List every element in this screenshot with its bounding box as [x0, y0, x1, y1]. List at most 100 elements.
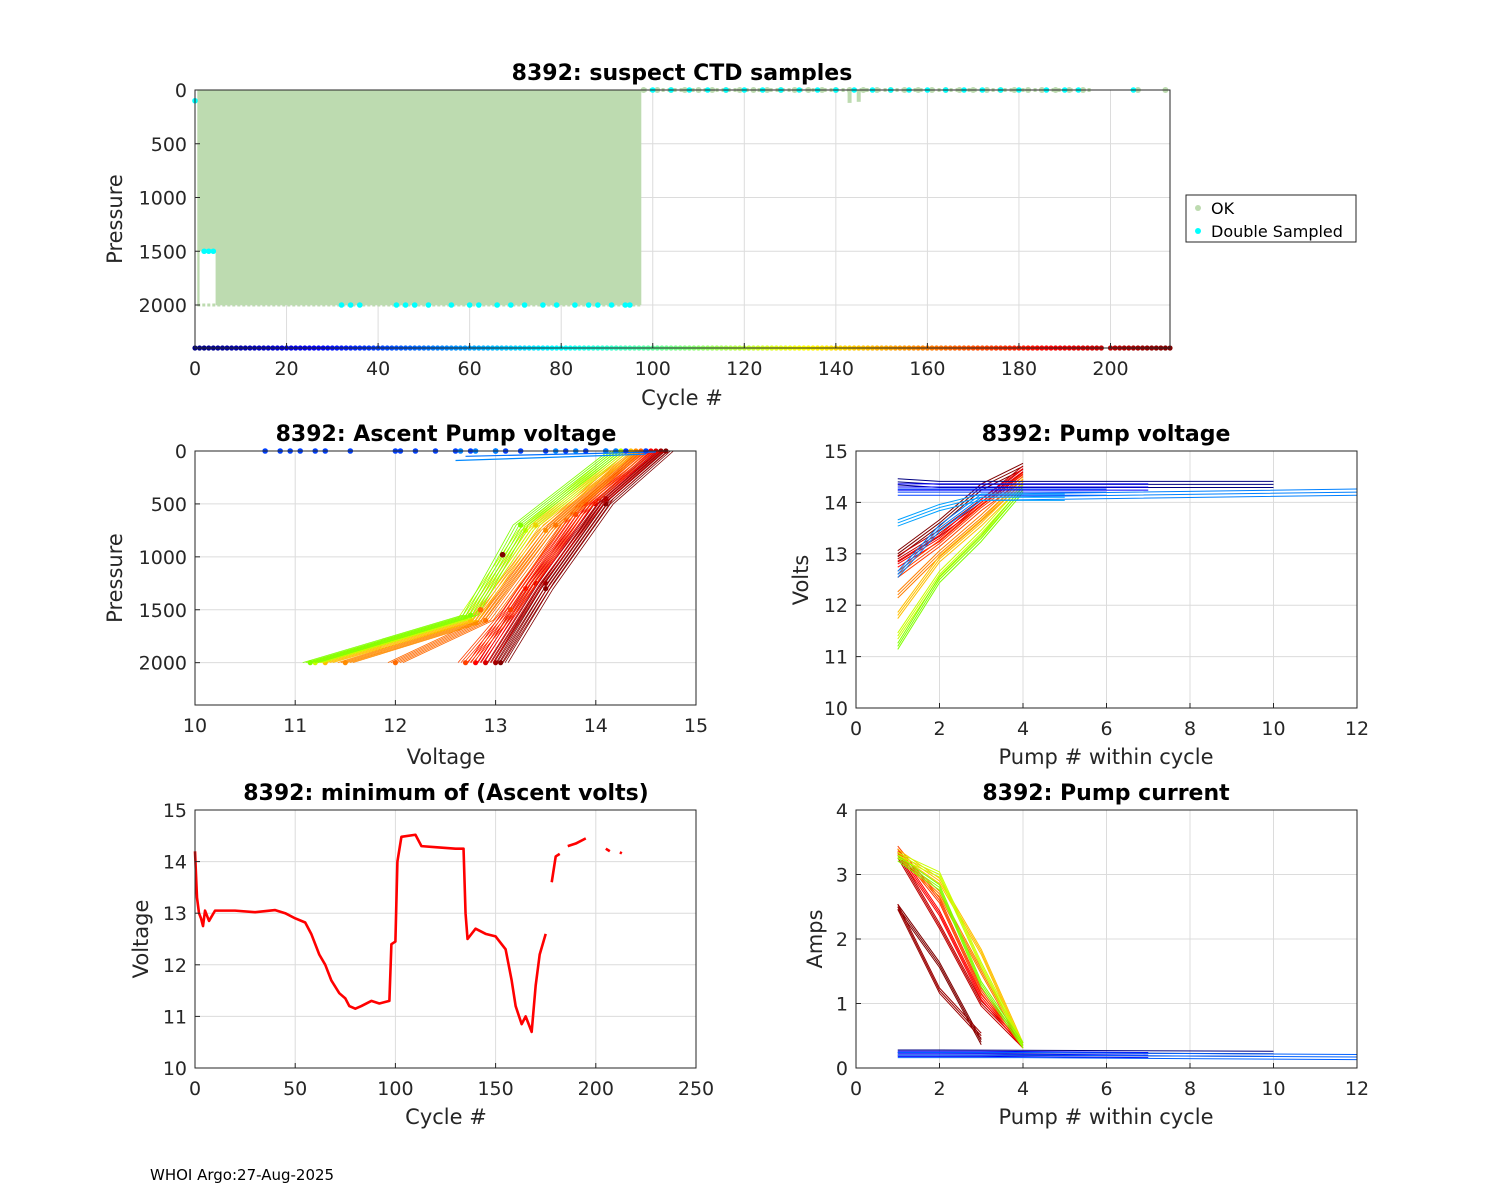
ascent-ylabel: Pressure [103, 533, 127, 623]
double-sampled-point [411, 302, 418, 308]
ascent-profile-point [518, 522, 524, 528]
legend-marker-double [1195, 228, 1201, 234]
double-sampled-point [210, 248, 217, 255]
pumpv-series-line [897, 499, 1065, 527]
y-tick-label: 2 [836, 929, 848, 951]
y-tick-label: 1500 [139, 241, 187, 263]
ascent-profile-point [392, 660, 398, 666]
pumpv-series-line [897, 478, 1024, 613]
ascent-profile-line [486, 450, 658, 663]
legend-label-double: Double Sampled [1211, 222, 1343, 241]
y-tick-label: 0 [175, 80, 187, 102]
double-sampled-point [356, 302, 363, 308]
x-tick-label: 2 [933, 1078, 945, 1100]
ctd-title: 8392: suspect CTD samples [512, 61, 853, 86]
pumpv-series-line [897, 491, 1358, 575]
min-volts-line [567, 837, 587, 848]
double-sampled-point [402, 302, 409, 308]
ascent-axes-box [194, 450, 697, 706]
x-tick-label: 150 [477, 1078, 513, 1100]
x-tick-label: 40 [366, 358, 390, 380]
y-tick-label: 1000 [139, 188, 187, 210]
x-tick-label: 6 [1100, 718, 1112, 740]
x-tick-label: 6 [1100, 1078, 1112, 1100]
pumpv-series-line [897, 478, 1274, 482]
pumpv-series-line [897, 488, 1358, 572]
double-sampled-point [347, 302, 354, 308]
pumpc-series-line [897, 906, 982, 1043]
x-tick-label: 160 [909, 358, 945, 380]
x-tick-label: 20 [274, 358, 298, 380]
ascent-profile-point [472, 660, 479, 666]
x-tick-label: 8 [1184, 718, 1196, 740]
ctd-xlabel: Cycle # [641, 386, 723, 410]
pumpc-series-line [897, 1049, 1274, 1052]
double-sampled-point [201, 248, 207, 255]
y-tick-label: 15 [824, 441, 848, 463]
x-tick-label: 100 [635, 358, 671, 380]
double-sampled-point [585, 302, 592, 308]
pumpv-series-line [897, 492, 1024, 650]
y-tick-label: 2000 [139, 295, 187, 317]
ascent-profile-line [390, 450, 637, 664]
legend-box [1185, 194, 1357, 243]
y-tick-label: 15 [163, 800, 187, 822]
x-tick-label: 80 [549, 358, 573, 380]
y-tick-label: 14 [824, 492, 848, 514]
ascent-profile-point [498, 660, 504, 666]
double-sampled-point [448, 302, 455, 308]
y-tick-label: 500 [151, 134, 187, 156]
pump-voltage-panel: 0 2 4 6 8 10 12 10 11 12 13 14 15 8392: Pump voltage… [789, 422, 1369, 769]
ascent-profile-line [482, 450, 659, 663]
ok-spike [856, 90, 861, 102]
ascent-profile-line [469, 450, 651, 663]
x-tick-label: 11 [283, 715, 307, 737]
x-tick-label: 50 [283, 1078, 307, 1100]
ctd-legend: OK Double Sampled [1185, 194, 1357, 243]
pumpc-xlabel: Pump # within cycle [999, 1105, 1214, 1129]
double-sampled-point [627, 302, 633, 308]
ascent-profile-line [332, 450, 639, 664]
y-tick-label: 11 [824, 647, 848, 669]
min-volts-line [605, 847, 611, 853]
ascent-profile-line [314, 450, 621, 664]
y-tick-label: 10 [163, 1058, 187, 1080]
ascent-profile-point [467, 612, 474, 618]
pumpc-series-line [897, 903, 982, 1040]
ascent-profile-line [340, 450, 632, 664]
pumpv-series-line [897, 478, 1024, 596]
ascent-profile-point [482, 617, 489, 623]
minv-plot-area [195, 810, 696, 1068]
ascent-profile-line [311, 450, 618, 664]
ctd-ylabel: Pressure [103, 174, 127, 264]
ascent-profile-line [319, 450, 626, 664]
y-tick-label: 10 [824, 698, 848, 720]
ascent-profile-point [342, 660, 348, 666]
ascent-profile-line [507, 450, 674, 663]
min-volts-line [619, 851, 623, 855]
x-tick-label: 14 [584, 715, 608, 737]
pumpc-series-line [897, 1055, 1149, 1059]
ascent-profile-line [402, 450, 649, 664]
pumpv-series-line [897, 483, 1024, 634]
minv-ylabel: Voltage [129, 900, 153, 979]
ascent-profile-line [349, 450, 641, 664]
pumpv-title: 8392: Pump voltage [982, 422, 1231, 447]
double-sampled-point [425, 302, 432, 308]
double-sampled-point [338, 302, 345, 308]
x-tick-label: 12 [1345, 1078, 1369, 1100]
double-sampled-point [393, 302, 400, 308]
pumpc-series-line [897, 906, 982, 1037]
y-tick-label: 13 [824, 544, 848, 566]
ascent-outlier-point [477, 606, 484, 613]
pumpc-series-line [897, 1050, 1149, 1054]
ctd-panel: 0 20 40 60 80 100 120 140 160 180 2000500100015002… [103, 61, 1357, 410]
x-tick-label: 140 [818, 358, 854, 380]
double-sampled-point [508, 302, 514, 308]
pumpv-series-line [897, 489, 1024, 647]
ascent-profile-line [305, 450, 612, 664]
ascent-profile-point [307, 660, 313, 666]
y-tick-label: 14 [163, 852, 187, 874]
pumpv-series-line [897, 481, 1024, 599]
x-tick-label: 0 [189, 358, 201, 380]
